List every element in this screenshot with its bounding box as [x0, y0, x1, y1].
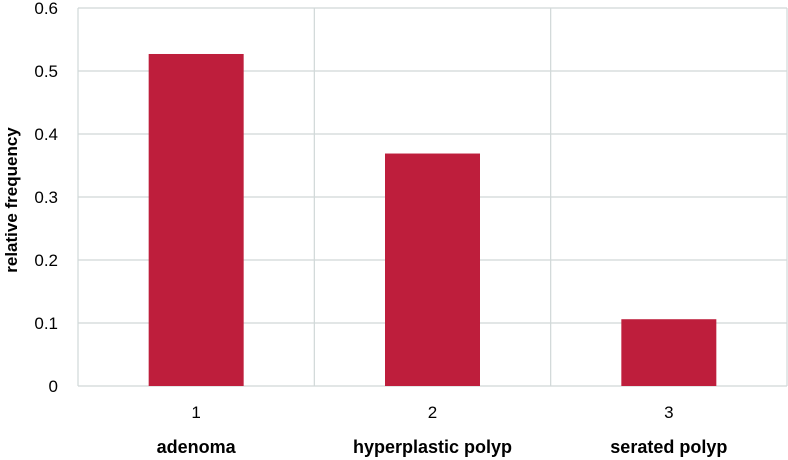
bar — [621, 319, 717, 386]
y-tick-labels: 0 0.1 0.2 0.3 0.4 0.5 0.6 — [34, 0, 58, 396]
y-tick-label: 0 — [49, 377, 58, 396]
category-name: hyperplastic polyp — [353, 437, 512, 457]
x-tick-label: 2 — [428, 403, 437, 422]
y-tick-label: 0.3 — [34, 188, 58, 207]
x-tick-labels: 1 2 3 — [191, 403, 673, 422]
y-axis-title: relative frequency — [2, 127, 21, 273]
x-tick-label: 3 — [664, 403, 673, 422]
category-name: adenoma — [157, 437, 237, 457]
y-tick-label: 0.4 — [34, 125, 58, 144]
bar — [385, 153, 480, 386]
bars — [148, 53, 717, 387]
y-tick-label: 0.5 — [34, 62, 58, 81]
x-tick-label: 1 — [191, 403, 200, 422]
category-name: serated polyp — [610, 437, 727, 457]
bar — [148, 53, 244, 387]
y-tick-label: 0.6 — [34, 0, 58, 18]
y-tick-label: 0.2 — [34, 251, 58, 270]
category-names: adenoma hyperplastic polyp serated polyp — [157, 437, 728, 457]
y-tick-label: 0.1 — [34, 314, 58, 333]
